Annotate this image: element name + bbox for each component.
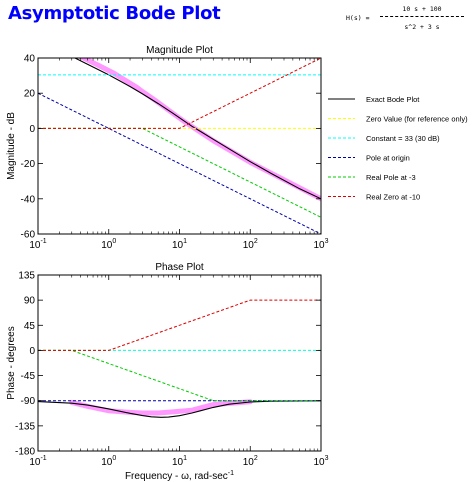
- x-tick-exponent: 1: [183, 238, 187, 245]
- fraction-bar: [380, 16, 464, 17]
- series-exact-bode-plot: [73, 58, 321, 200]
- y-tick-label: 40: [24, 54, 36, 65]
- x-tick-label: 102: [243, 455, 258, 468]
- x-tick-label: 103: [313, 455, 328, 468]
- transfer-function-lhs: H(s) =: [346, 14, 370, 22]
- chart-title: Phase Plot: [155, 262, 204, 273]
- x-tick-exponent: 2: [254, 455, 258, 462]
- y-tick-label: 0: [29, 124, 35, 135]
- transfer-function: H(s) = 10 s + 100 s^2 + 3 s: [346, 4, 466, 34]
- y-tick-label: -20: [21, 159, 36, 170]
- legend-entry-label: Zero Value (for reference only): [366, 115, 468, 124]
- x-tick-label: 103: [313, 238, 328, 251]
- legend: Exact Bode Plot Zero Value (for reference…: [328, 95, 468, 202]
- x-tick-exponent: -1: [40, 455, 46, 462]
- y-tick-label: -60: [21, 230, 36, 241]
- series-exact-bode-plot: [38, 400, 321, 418]
- x-tick-label: 100: [101, 238, 116, 251]
- transfer-function-numerator: 10 s + 100: [402, 5, 442, 13]
- x-tick-label: 102: [243, 238, 258, 251]
- series-real-pole-at-3: [38, 349, 321, 402]
- legend-entry-label: Pole at origin: [366, 154, 410, 163]
- plot-frame: [37, 274, 322, 452]
- x-tick-exponent: 3: [325, 238, 329, 245]
- legend-entry-label: Constant = 33 (30 dB): [366, 134, 440, 143]
- plot-frame: [37, 57, 322, 235]
- y-tick-label: -90: [21, 396, 36, 407]
- app-title: Asymptotic Bode Plot: [8, 3, 221, 24]
- y-tick-label: 20: [24, 89, 36, 100]
- x-axis-label: Frequency - ω, rad-sec-1: [125, 470, 234, 482]
- chart-title: Magnitude Plot: [146, 45, 213, 56]
- y-tick-label: 45: [24, 321, 36, 332]
- x-tick-exponent: 1: [183, 455, 187, 462]
- y-tick-label: -40: [21, 194, 36, 205]
- y-tick-label: -135: [15, 421, 35, 432]
- series-real-pole-at-3: [38, 127, 321, 218]
- x-tick-label: 100: [101, 455, 116, 468]
- series-real-zero-at-10: [38, 299, 321, 351]
- series-real-zero-at-10: [38, 58, 321, 129]
- x-tick-label: 101: [172, 455, 187, 468]
- y-tick-label: -180: [15, 447, 35, 458]
- legend-entry-label: Exact Bode Plot: [366, 95, 420, 104]
- x-axis-label-superscript: -1: [228, 470, 234, 477]
- y-axis-label: Magnitude - dB: [6, 112, 17, 180]
- legend-entry-label: Real Zero at -10: [366, 193, 420, 202]
- exact-curve-highlight: [69, 399, 253, 416]
- y-tick-label: -45: [21, 371, 36, 382]
- legend-entry-label: Real Pole at -3: [366, 173, 416, 182]
- x-tick-exponent: 3: [325, 455, 329, 462]
- transfer-function-denominator: s^2 + 3 s: [404, 23, 440, 31]
- y-tick-label: 0: [29, 346, 35, 357]
- x-tick-exponent: 0: [112, 455, 116, 462]
- x-tick-exponent: -1: [40, 238, 46, 245]
- exact-curve-highlight: [77, 58, 321, 202]
- y-axis-label: Phase - degrees: [6, 326, 17, 399]
- y-tick-label: 90: [24, 296, 36, 307]
- x-tick-label: 101: [172, 238, 187, 251]
- phase-plot-panel: Phase Plot Phase - degrees Frequency - ω, …: [6, 262, 329, 482]
- y-tick-label: 135: [18, 271, 35, 282]
- magnitude-plot-panel: Magnitude Plot Magnitude - dB 1 0 -1 100 101 10…: [6, 45, 329, 251]
- x-tick-exponent: 0: [112, 238, 116, 245]
- x-tick-exponent: 2: [254, 238, 258, 245]
- series-pole-at-origin: [38, 92, 321, 234]
